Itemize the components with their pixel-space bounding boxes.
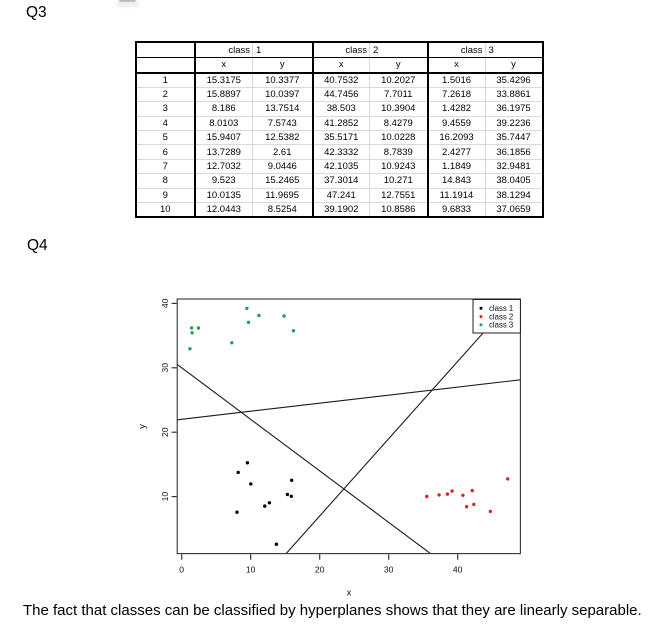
svg-text:y: y — [137, 424, 148, 429]
svg-text:20: 20 — [160, 427, 170, 437]
svg-text:10: 10 — [160, 492, 170, 502]
svg-text:class 1: class 1 — [489, 304, 513, 313]
svg-text:x: x — [347, 588, 352, 599]
svg-text:30: 30 — [384, 565, 394, 575]
svg-text:20: 20 — [315, 565, 325, 575]
svg-text:40: 40 — [160, 298, 170, 308]
svg-text:class 3: class 3 — [489, 321, 513, 330]
svg-text:30: 30 — [160, 363, 170, 373]
svg-text:10: 10 — [246, 565, 256, 575]
svg-text:class 2: class 2 — [489, 312, 513, 321]
svg-text:0: 0 — [179, 565, 184, 575]
svg-text:40: 40 — [453, 565, 463, 575]
